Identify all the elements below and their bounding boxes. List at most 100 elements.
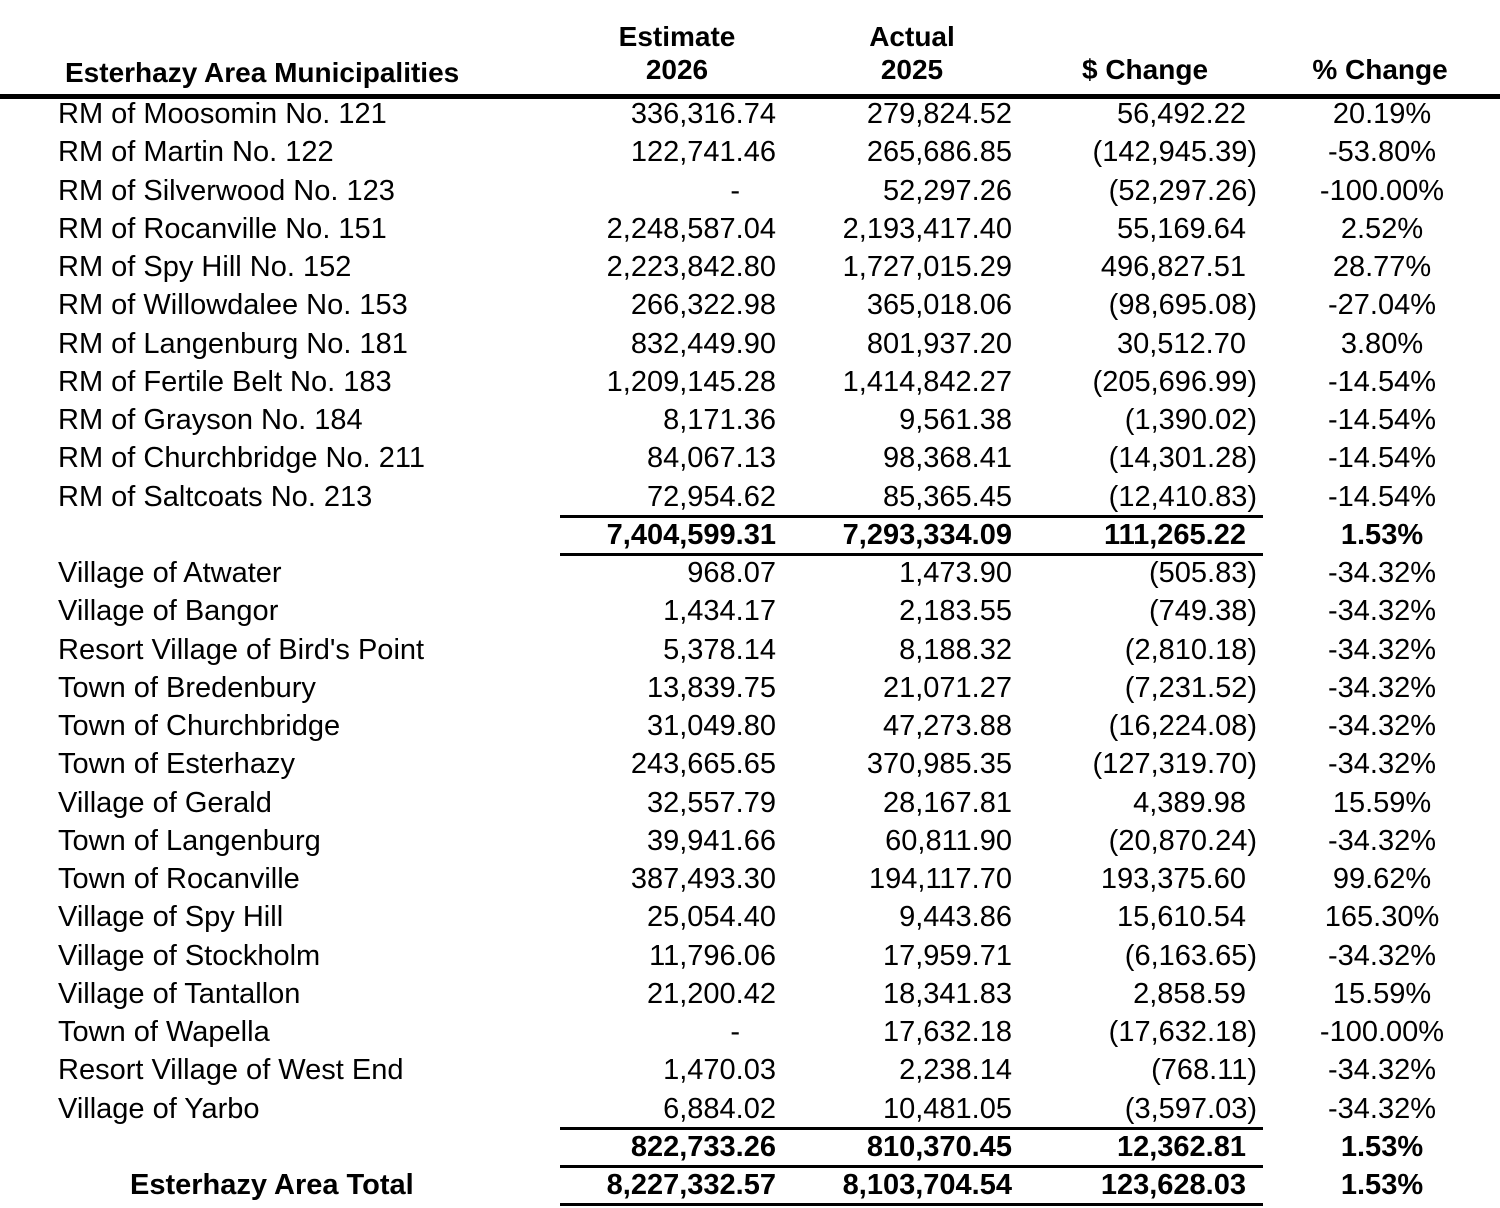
dollar-change: 4,389.98	[1133, 786, 1246, 819]
estimate-2026: 32,557.79	[646, 786, 776, 819]
percent-change: 28.77%	[1332, 251, 1432, 283]
percent-change: 20.19%	[1332, 98, 1432, 130]
percent-change: -34.32%	[1327, 1092, 1436, 1125]
municipality-name: RM of Fertile Belt No. 183	[58, 365, 392, 398]
dollar-change: 30,512.70	[1116, 327, 1246, 360]
percent-change: 15.59%	[1332, 977, 1432, 1010]
dollar-change: (3,597.03)	[1124, 1092, 1257, 1125]
subtotal-rule	[560, 515, 1263, 518]
percent-change: 165.30%	[1324, 901, 1440, 934]
dollar-change: (768.11)	[1151, 1054, 1257, 1087]
percent-change: -34.32%	[1327, 595, 1436, 628]
estimate-2026: 243,665.65	[630, 748, 776, 781]
percent-change: 2.52%	[1340, 212, 1424, 245]
estimate-2026: -	[730, 174, 740, 207]
header-dollar-change: $ Change	[1081, 54, 1209, 85]
estimate-2026: 25,054.40	[646, 901, 776, 934]
percent-change: 99.62%	[1332, 863, 1432, 895]
municipality-name: RM of Willowdalee No. 153	[58, 289, 408, 322]
municipality-name: Town of Esterhazy	[58, 748, 295, 781]
percent-change: 1.53%	[1340, 1169, 1424, 1201]
estimate-2026: 11,796.06	[649, 939, 776, 972]
total-rule	[560, 1165, 1263, 1168]
actual-2025: 1,727,015.29	[842, 251, 1012, 283]
municipality-name: RM of Grayson No. 184	[58, 404, 363, 436]
estimate-2026: 39,941.66	[646, 824, 776, 857]
municipality-name: Village of Atwater	[58, 557, 282, 589]
dollar-change: 56,492.22	[1116, 98, 1246, 130]
percent-change: -100.00%	[1319, 1016, 1445, 1048]
estimate-2026: 7,404,599.31	[606, 518, 776, 551]
dollar-change: 55,169.64	[1116, 212, 1246, 245]
actual-2025: 60,811.90	[885, 824, 1012, 857]
estimate-2026: 5,378.14	[663, 633, 776, 666]
actual-2025: 9,561.38	[899, 404, 1012, 436]
municipality-name: Village of Stockholm	[58, 939, 321, 972]
actual-2025: 8,103,704.54	[842, 1169, 1012, 1201]
municipality-name: Village of Bangor	[58, 595, 279, 628]
estimate-2026: 266,322.98	[630, 289, 776, 322]
dollar-change: (749.38)	[1148, 595, 1257, 628]
estimate-2026: 2,223,842.80	[606, 251, 776, 283]
header-estimate: Estimate 2026	[577, 20, 777, 86]
estimate-2026: 84,067.13	[646, 442, 776, 475]
municipality-name: Town of Bredenbury	[58, 671, 316, 704]
dollar-change: 496,827.51	[1100, 251, 1246, 283]
estimate-2026: 21,200.42	[646, 977, 776, 1010]
actual-2025: 28,167.81	[882, 786, 1012, 819]
header-estimate-year: 2026	[645, 54, 709, 85]
actual-2025: 801,937.20	[866, 327, 1012, 360]
dollar-change: (6,163.65)	[1124, 939, 1257, 972]
dollar-change: (7,231.52)	[1124, 671, 1257, 704]
percent-change: -27.04%	[1327, 289, 1436, 322]
dollar-change: 12,362.81	[1116, 1130, 1246, 1163]
estimate-2026: 1,434.17	[663, 595, 776, 628]
municipality-name: Village of Gerald	[58, 786, 272, 819]
municipality-name: RM of Martin No. 122	[58, 136, 334, 169]
actual-2025: 52,297.26	[882, 174, 1012, 207]
actual-2025: 18,341.83	[882, 977, 1012, 1010]
dollar-change: 193,375.60	[1100, 863, 1246, 895]
dollar-change: (127,319.70)	[1092, 748, 1257, 781]
estimate-2026: 72,954.62	[646, 480, 776, 513]
actual-2025: 47,273.88	[882, 710, 1012, 742]
municipality-name: Village of Spy Hill	[58, 901, 284, 934]
percent-change: -34.32%	[1327, 939, 1436, 972]
actual-2025: 810,370.45	[866, 1130, 1012, 1163]
percent-change: 3.80%	[1340, 327, 1424, 360]
municipality-name: Resort Village of West End	[58, 1054, 404, 1087]
dollar-change: (52,297.26)	[1108, 174, 1257, 207]
municipality-name: Town of Churchbridge	[58, 710, 341, 742]
actual-2025: 1,473.90	[899, 557, 1012, 589]
percent-change: -100.00%	[1319, 174, 1445, 207]
percent-change: -34.32%	[1327, 748, 1436, 781]
header-estimate-label: Estimate	[618, 21, 736, 52]
estimate-2026: 336,316.74	[630, 98, 776, 130]
subtotal-rule	[560, 1127, 1263, 1130]
estimate-2026: 387,493.30	[630, 863, 776, 895]
percent-change: -34.32%	[1327, 710, 1436, 742]
dollar-change: (205,696.99)	[1092, 365, 1257, 398]
percent-change: -34.32%	[1327, 824, 1436, 857]
municipality-name: RM of Saltcoats No. 213	[58, 480, 373, 513]
actual-2025: 17,959.71	[882, 939, 1012, 972]
estimate-2026: 822,733.26	[630, 1130, 776, 1163]
dollar-change: (14,301.28)	[1108, 442, 1257, 475]
total-rule	[560, 1203, 1263, 1206]
estimate-2026: 968.07	[687, 557, 776, 589]
municipality-name: Village of Yarbo	[58, 1092, 260, 1125]
subtotal-rule	[560, 553, 1263, 556]
dollar-change: 2,858.59	[1133, 977, 1246, 1010]
percent-change: -14.54%	[1327, 442, 1436, 475]
header-actual-label: Actual	[869, 21, 955, 52]
estimate-2026: 1,470.03	[663, 1054, 776, 1087]
estimate-2026: -	[730, 1016, 740, 1048]
actual-2025: 17,632.18	[882, 1016, 1012, 1048]
actual-2025: 2,238.14	[899, 1054, 1012, 1087]
dollar-change: (2,810.18)	[1124, 633, 1257, 666]
actual-2025: 9,443.86	[899, 901, 1012, 934]
actual-2025: 2,183.55	[899, 595, 1012, 628]
dollar-change: (98,695.08)	[1108, 289, 1257, 322]
percent-change: -14.54%	[1327, 480, 1436, 513]
percent-change: -34.32%	[1327, 1054, 1436, 1087]
